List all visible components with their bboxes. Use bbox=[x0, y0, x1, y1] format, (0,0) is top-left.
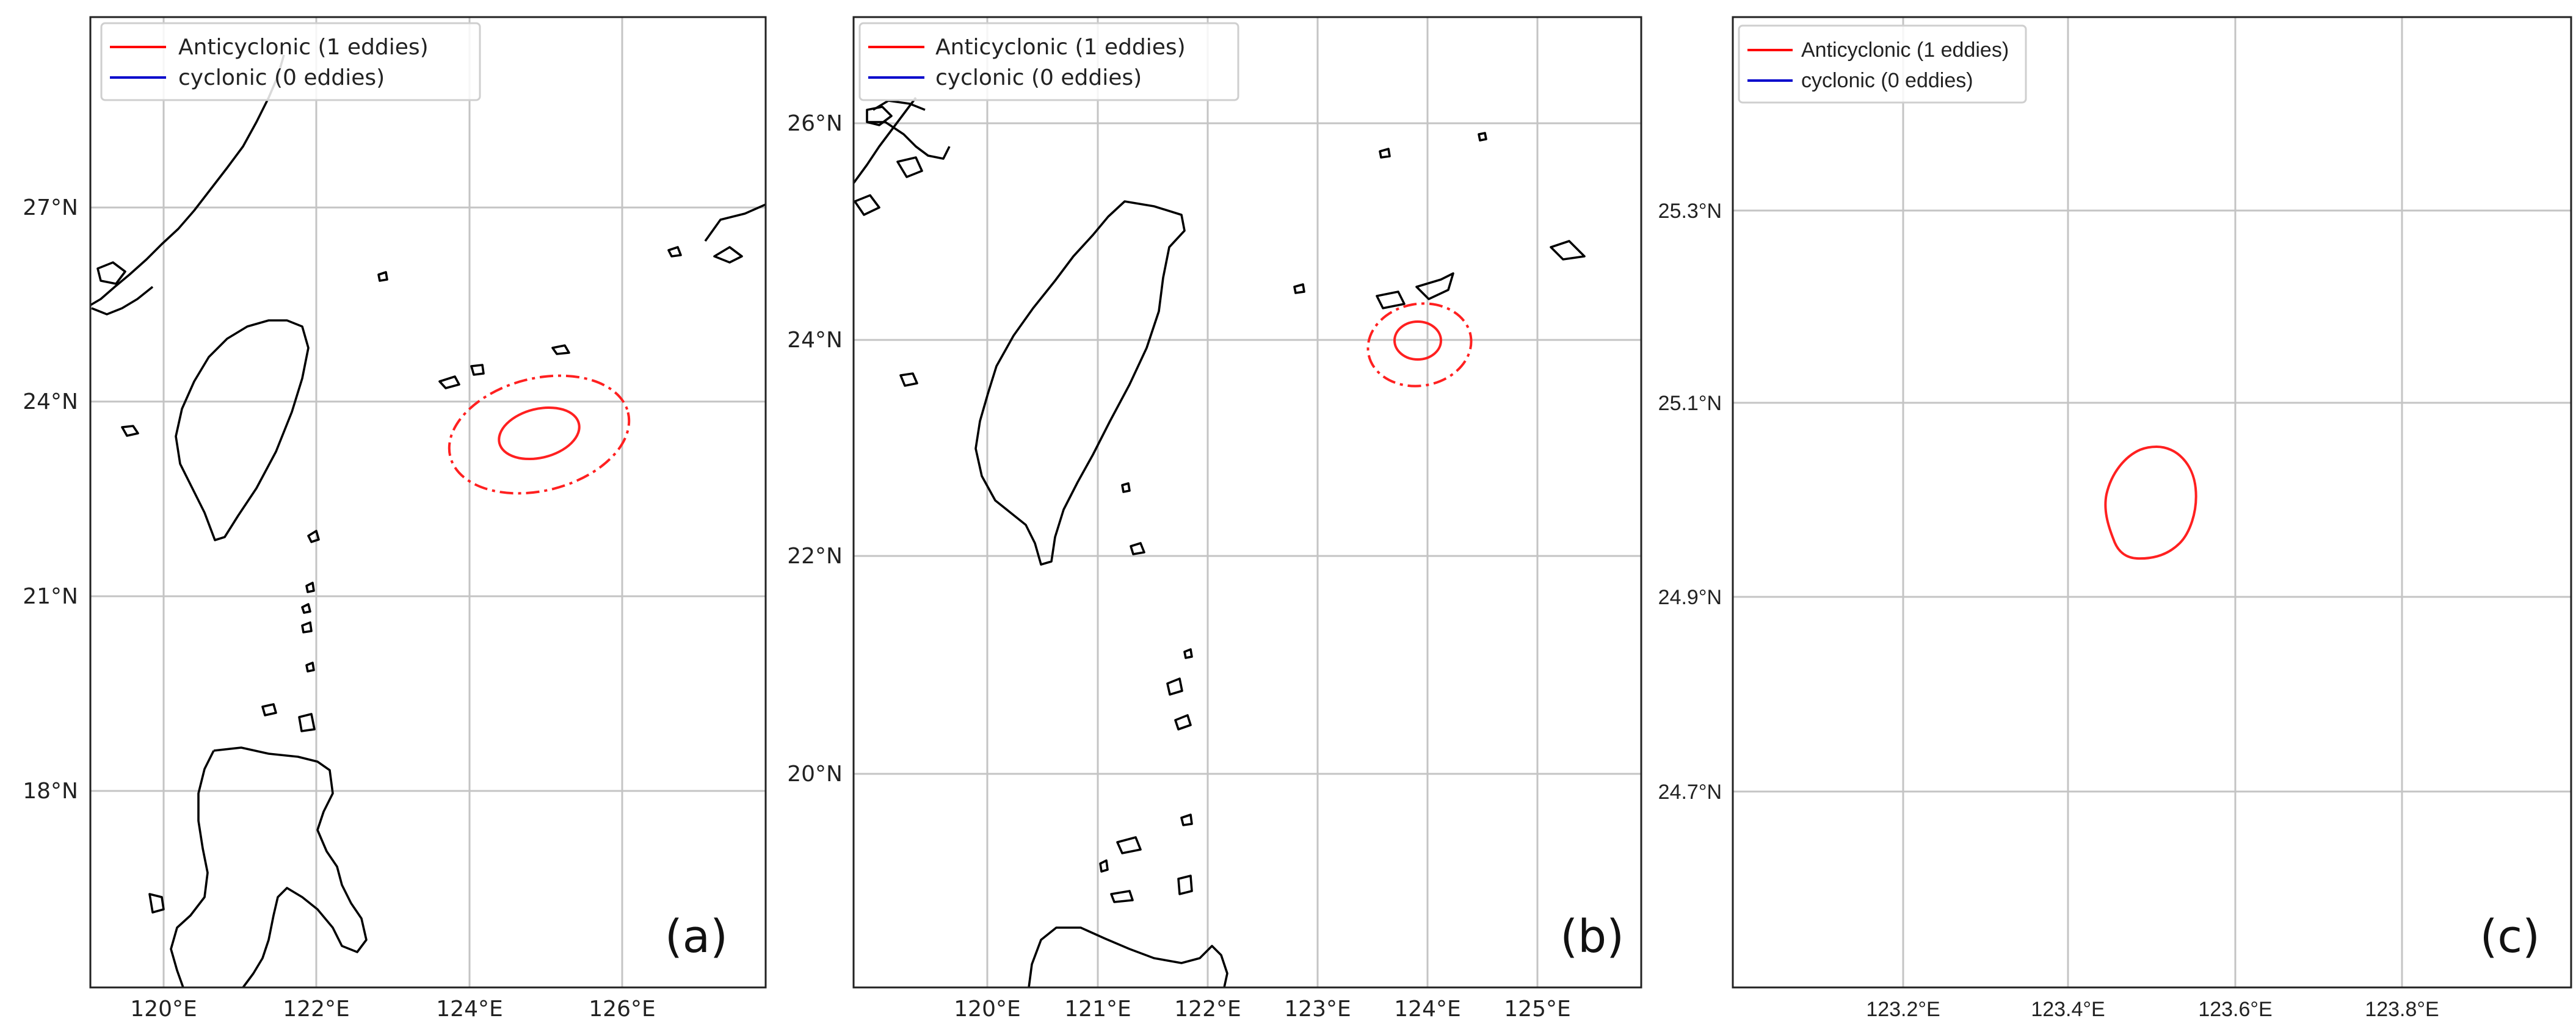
panel-a-eddy-outer bbox=[448, 374, 631, 495]
panel-a-legend: Anticyclonic (1 eddies) cyclonic (0 eddi… bbox=[100, 22, 481, 101]
legend-cyclonic: cyclonic (0 eddies) bbox=[178, 65, 385, 90]
panel-b: Anticyclonic (1 eddies) cyclonic (0 eddi… bbox=[787, 16, 1642, 1022]
y-tick-label: 22°N bbox=[787, 544, 843, 569]
y-tick-label: 24.7°N bbox=[1658, 781, 1722, 804]
legend-anticyclonic: Anticyclonic (1 eddies) bbox=[1801, 38, 2009, 62]
panel-b-coastlines bbox=[852, 96, 1586, 988]
panel-a-x-ticks: 120°E 122°E 124°E 126°E bbox=[130, 997, 655, 1022]
x-tick-label: 124°E bbox=[1394, 997, 1460, 1022]
x-tick-label: 123°E bbox=[1284, 997, 1351, 1022]
y-tick-label: 27°N bbox=[23, 195, 78, 220]
panel-a-grid bbox=[90, 17, 766, 987]
panel-c-legend: Anticyclonic (1 eddies) cyclonic (0 eddi… bbox=[1738, 24, 2027, 104]
panel-b-y-ticks: 26°N 24°N 22°N 20°N bbox=[787, 111, 843, 787]
panel-a-coastlines bbox=[90, 54, 766, 989]
panel-c-eddy-contour bbox=[2104, 445, 2197, 560]
panel-c-y-ticks: 25.3°N 25.1°N 24.9°N 24.7°N bbox=[1658, 200, 1722, 804]
y-tick-label: 25.1°N bbox=[1658, 392, 1722, 415]
x-tick-label: 125°E bbox=[1504, 997, 1570, 1022]
y-tick-label: 18°N bbox=[23, 779, 78, 804]
panel-b-legend: Anticyclonic (1 eddies) cyclonic (0 eddi… bbox=[858, 22, 1239, 101]
legend-anticyclonic: Anticyclonic (1 eddies) bbox=[178, 35, 429, 60]
x-tick-label: 122°E bbox=[283, 997, 349, 1022]
x-tick-label: 123.4°E bbox=[2031, 998, 2105, 1021]
legend-cyclonic: cyclonic (0 eddies) bbox=[1801, 69, 1973, 92]
legend-cyclonic: cyclonic (0 eddies) bbox=[935, 65, 1142, 90]
y-tick-label: 24°N bbox=[23, 389, 78, 414]
y-tick-label: 25.3°N bbox=[1658, 200, 1722, 223]
x-tick-label: 121°E bbox=[1064, 997, 1131, 1022]
x-tick-label: 123.2°E bbox=[1866, 998, 1940, 1021]
x-tick-label: 120°E bbox=[954, 997, 1020, 1022]
y-tick-label: 24°N bbox=[787, 328, 843, 353]
panel-a-eddy-contour bbox=[498, 406, 581, 461]
panel-b-eddy-outer bbox=[1366, 302, 1473, 388]
panel-c-grid bbox=[1733, 17, 2571, 987]
x-tick-label: 126°E bbox=[589, 997, 655, 1022]
panel-b-label: (b) bbox=[1560, 911, 1624, 963]
panel-c: Anticyclonic (1 eddies) cyclonic (0 eddi… bbox=[1658, 16, 2572, 1021]
x-tick-label: 120°E bbox=[130, 997, 197, 1022]
panel-a-label: (a) bbox=[665, 911, 728, 963]
y-tick-label: 26°N bbox=[787, 111, 843, 136]
panel-a-y-ticks: 27°N 24°N 21°N 18°N bbox=[23, 195, 78, 804]
panel-c-label: (c) bbox=[2480, 911, 2540, 963]
panel-a-eddies bbox=[448, 374, 631, 495]
x-tick-label: 123.8°E bbox=[2365, 998, 2439, 1021]
y-tick-label: 24.9°N bbox=[1658, 586, 1722, 609]
panel-b-x-ticks: 120°E 121°E 122°E 123°E 124°E 125°E bbox=[954, 997, 1570, 1022]
panel-b-grid bbox=[854, 17, 1641, 987]
x-tick-label: 123.6°E bbox=[2198, 998, 2272, 1021]
panel-a: Anticyclonic (1 eddies) cyclonic (0 eddi… bbox=[23, 16, 767, 1022]
x-tick-label: 124°E bbox=[436, 997, 503, 1022]
y-tick-label: 20°N bbox=[787, 762, 843, 787]
y-tick-label: 21°N bbox=[23, 584, 78, 609]
legend-anticyclonic: Anticyclonic (1 eddies) bbox=[935, 35, 1186, 60]
panel-b-eddy-contour bbox=[1393, 320, 1442, 361]
panel-b-eddies bbox=[1366, 302, 1473, 388]
x-tick-label: 122°E bbox=[1174, 997, 1241, 1022]
panel-c-x-ticks: 123.2°E 123.4°E 123.6°E 123.8°E bbox=[1866, 998, 2439, 1021]
panel-c-eddies bbox=[2104, 445, 2197, 560]
